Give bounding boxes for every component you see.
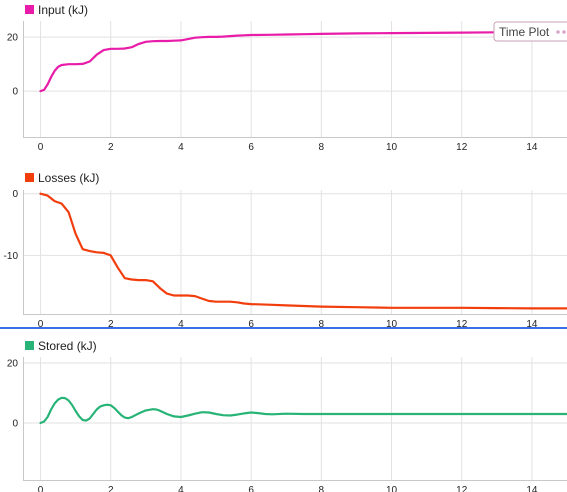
- x-tick-label: 14: [526, 142, 538, 153]
- x-tick-label: 8: [319, 142, 325, 153]
- x-tick-label: 10: [386, 142, 398, 153]
- y-tick-label: 20: [7, 359, 19, 370]
- x-tick-label: 12: [456, 319, 468, 330]
- x-tick-label: 6: [248, 485, 254, 492]
- x-tick-label: 10: [386, 319, 398, 330]
- tooltip-label: Time Plot: [499, 25, 550, 39]
- x-tick-label: 6: [248, 319, 254, 330]
- legend-swatch-input: [25, 5, 34, 14]
- x-tick-label: 6: [248, 142, 254, 153]
- x-tick-label: 8: [319, 485, 325, 492]
- legend-swatch-stored: [25, 341, 34, 350]
- x-tick-label: 4: [178, 142, 184, 153]
- x-tick-label: 2: [108, 485, 114, 492]
- x-tick-label: 10: [386, 485, 398, 492]
- x-tick-label: 8: [319, 319, 325, 330]
- tooltip-dot: [556, 30, 560, 34]
- y-tick-label: 0: [12, 189, 18, 200]
- x-tick-label: 4: [178, 485, 184, 492]
- x-tick-label: 12: [456, 142, 468, 153]
- x-tick-label: 14: [526, 319, 538, 330]
- legend-label-input: Input (kJ): [38, 3, 88, 17]
- series-line-input: [39, 30, 567, 93]
- y-tick-label: 0: [12, 87, 18, 98]
- series-line-stored: [39, 396, 567, 425]
- tooltip-box: [493, 21, 567, 42]
- tooltip-dot: [562, 30, 566, 34]
- x-tick-label: 0: [38, 485, 44, 492]
- x-tick-label: 0: [38, 142, 44, 153]
- x-tick-label: 14: [526, 485, 538, 492]
- legend-label-stored: Stored (kJ): [38, 339, 97, 353]
- plot-panel-losses: Losses (kJ) 0 2 4 6 8 10 12 14 0 -10: [4, 171, 567, 330]
- y-tick-label: 20: [7, 33, 19, 44]
- y-tick-label: 0: [12, 419, 18, 430]
- x-tick-label: 2: [108, 319, 114, 330]
- time-plot-tooltip: Time Plot: [493, 21, 567, 42]
- plot-panel-input: Input (kJ) 0 2 4 6 8 10 12 14 0 20: [7, 3, 567, 153]
- legend-label-losses: Losses (kJ): [38, 171, 99, 185]
- plot-panel-stored: Stored (kJ) 0 2 4 6 8 10 12 14 0 20: [7, 339, 567, 492]
- x-tick-label: 4: [178, 319, 184, 330]
- x-tick-label: 2: [108, 142, 114, 153]
- series-line-losses: [39, 192, 567, 310]
- x-tick-label: 0: [38, 319, 44, 330]
- legend-swatch-losses: [25, 173, 34, 182]
- y-tick-label: -10: [4, 251, 19, 262]
- x-tick-label: 12: [456, 485, 468, 492]
